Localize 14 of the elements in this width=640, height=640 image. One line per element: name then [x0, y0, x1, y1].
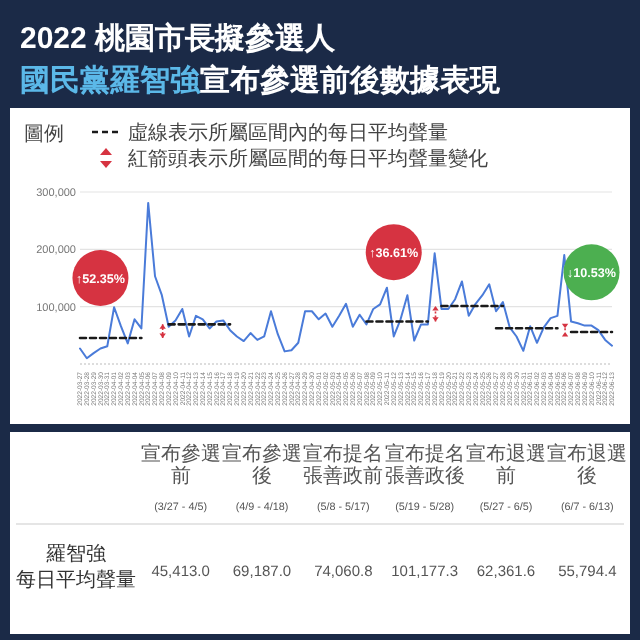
text: 宣布提名張善政後 — [384, 442, 465, 488]
chart-title: 2022 桃園市長擬參選人 — [20, 20, 338, 56]
legend-label: 虛線表示所屬區間內的每日平均聲量 — [128, 121, 448, 145]
text: 宣布退選後 — [547, 442, 628, 488]
text: 宣布提名張善政前 — [303, 442, 384, 488]
text: 宣布參選前 — [140, 442, 221, 488]
chart-subtitle: 國民黨羅智強宣布參選前後數據表現 — [20, 62, 502, 98]
text: 每日平均聲量 — [16, 568, 136, 592]
legend-title: 圖例 — [24, 124, 64, 146]
line-series — [79, 201, 613, 360]
text: 紅箭頭表示所屬區間的每日平均聲量變化 — [128, 147, 488, 171]
text: 羅智強 — [46, 542, 106, 566]
text: 宣布退選前 — [466, 442, 546, 488]
text: 宣布參選後 — [222, 442, 302, 488]
